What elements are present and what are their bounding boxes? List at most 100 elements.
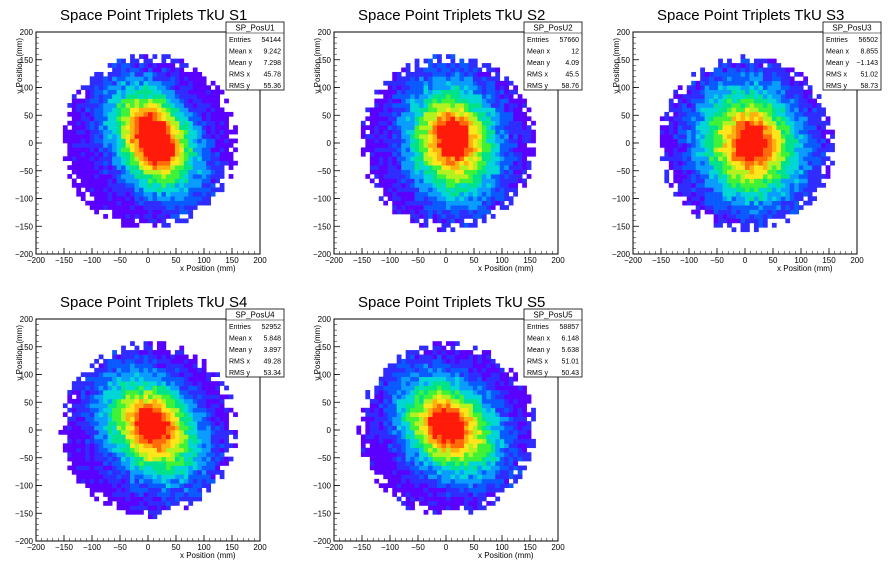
heatmap-bin — [215, 138, 220, 144]
heatmap-bin — [76, 143, 82, 148]
heatmap-bin — [76, 461, 82, 466]
heatmap-bin — [812, 116, 817, 122]
heatmap-bin — [437, 143, 442, 148]
heatmap-bin — [201, 107, 207, 113]
heatmap-bin — [401, 103, 406, 108]
heatmap-bin — [486, 107, 492, 113]
heatmap-bin — [441, 209, 447, 215]
heatmap-bin — [468, 76, 474, 82]
heatmap-bin — [481, 107, 487, 113]
heatmap-bin — [517, 134, 523, 139]
heatmap-bin — [780, 71, 786, 77]
heatmap-bin — [112, 447, 117, 453]
heatmap-bin — [450, 120, 456, 126]
heatmap-bin — [396, 143, 402, 148]
heatmap-bin — [709, 156, 714, 162]
heatmap-bin — [722, 205, 728, 210]
heatmap-bin — [130, 191, 135, 197]
heatmap-bin — [423, 107, 429, 113]
heatmap-bin — [125, 398, 131, 404]
heatmap-bin — [201, 94, 207, 99]
heatmap-bin — [192, 76, 198, 82]
heatmap-bin — [423, 85, 429, 91]
heatmap-bin — [740, 209, 746, 215]
heatmap-bin — [112, 111, 117, 117]
heatmap-bin — [148, 138, 153, 144]
heatmap-bin — [161, 421, 167, 426]
heatmap-bin — [143, 196, 149, 202]
heatmap-bin — [767, 205, 773, 210]
heatmap-bin — [387, 165, 393, 170]
heatmap-bin — [441, 200, 447, 206]
heatmap-bin — [139, 474, 144, 480]
heatmap-bin — [405, 107, 411, 113]
heatmap-bin — [686, 191, 692, 197]
heatmap-bin — [107, 398, 113, 404]
heatmap-bin — [94, 416, 100, 422]
heatmap-bin — [383, 174, 389, 179]
heatmap-bin — [718, 196, 723, 202]
heatmap-bin — [468, 111, 474, 117]
heatmap-bin — [713, 143, 719, 148]
heatmap-bin — [170, 358, 176, 364]
heatmap-bin — [454, 116, 460, 122]
heatmap-bin — [76, 407, 82, 413]
heatmap-bin — [437, 63, 442, 68]
heatmap-bin — [736, 151, 741, 157]
x-tick-label: −50 — [710, 256, 724, 265]
heatmap-bin — [437, 178, 442, 184]
heatmap-bin — [125, 394, 131, 400]
heatmap-bin — [125, 147, 131, 153]
heatmap-bin — [143, 129, 149, 135]
heatmap-bin — [531, 134, 536, 139]
heatmap-bin — [165, 120, 171, 126]
heatmap-bin — [152, 509, 158, 515]
heatmap-bin — [143, 376, 149, 382]
heatmap-bin — [130, 94, 135, 99]
heatmap-bin — [428, 214, 433, 219]
heatmap-bin — [785, 116, 791, 122]
heatmap-bin — [197, 456, 203, 462]
heatmap-bin — [740, 151, 746, 157]
heatmap-bin — [446, 85, 451, 91]
heatmap-bin — [745, 205, 750, 210]
heatmap-bin — [134, 412, 140, 417]
heatmap-bin — [192, 85, 198, 91]
heatmap-bin — [392, 160, 398, 166]
heatmap-bin — [396, 205, 402, 210]
heatmap-bin — [170, 134, 176, 139]
stats-label: RMS y — [229, 83, 251, 90]
heatmap-bin — [454, 89, 460, 95]
heatmap-bin — [668, 143, 674, 148]
heatmap-bin — [139, 103, 144, 108]
heatmap-bin — [165, 85, 171, 91]
heatmap-bin — [134, 434, 140, 440]
y-tick-label: −100 — [15, 482, 34, 491]
heatmap-bin — [513, 111, 518, 117]
heatmap-bin — [794, 107, 800, 113]
heatmap-bin — [125, 169, 131, 175]
heatmap-bin — [713, 80, 719, 86]
heatmap-bin — [130, 80, 135, 86]
heatmap-bin — [789, 111, 795, 117]
heatmap-bin — [215, 421, 220, 426]
heatmap-bin — [98, 138, 104, 144]
heatmap-bin — [183, 169, 189, 175]
heatmap-bin — [161, 111, 167, 117]
heatmap-bin — [517, 120, 523, 126]
heatmap-bin — [405, 169, 411, 175]
heatmap-bin — [441, 160, 447, 166]
heatmap-bin — [80, 143, 86, 148]
heatmap-bin — [472, 218, 478, 224]
heatmap-bin — [753, 129, 759, 135]
heatmap-bin — [139, 125, 144, 130]
heatmap-bin — [130, 134, 135, 139]
stats-value: 4.09 — [565, 60, 579, 67]
heatmap-bin — [749, 187, 755, 193]
heatmap-bin — [98, 80, 104, 86]
heatmap-bin — [85, 452, 91, 457]
heatmap-bin — [504, 151, 510, 157]
heatmap-bin — [740, 138, 746, 144]
heatmap-bin — [152, 71, 158, 77]
